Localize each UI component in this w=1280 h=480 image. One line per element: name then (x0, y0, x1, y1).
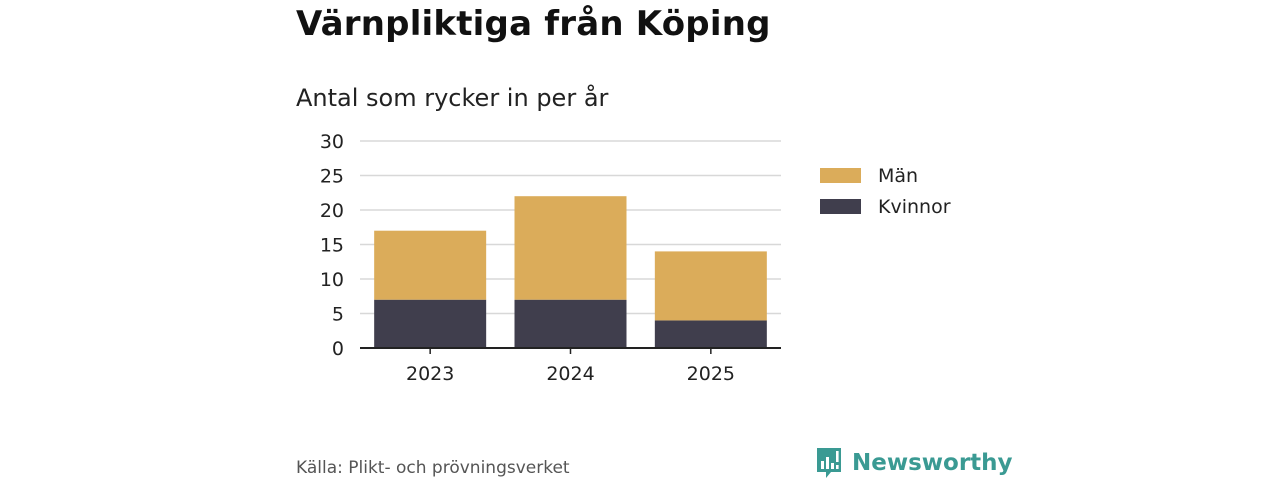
y-tick-label: 15 (320, 235, 344, 257)
y-tick-label: 0 (332, 338, 344, 360)
chart-title: Värnpliktiga från Köping (296, 4, 771, 44)
x-tick-label: 2025 (687, 363, 735, 385)
bar-m-n (374, 230, 487, 300)
legend-label-man: Män (878, 164, 919, 187)
y-tick-label: 30 (320, 131, 344, 153)
legend-swatch-man (820, 168, 861, 183)
source-note: Källa: Plikt- och prövningsverket (296, 458, 570, 478)
newsworthy-logo-icon (817, 448, 841, 478)
legend-item-man: Män (820, 160, 951, 191)
x-tick-label: 2024 (546, 363, 594, 385)
x-tick-label: 2023 (406, 363, 454, 385)
bar-kvinnor (654, 320, 767, 348)
brand-name: Newsworthy (852, 450, 1013, 476)
legend: Män Kvinnor (820, 160, 951, 222)
chart-subtitle: Antal som rycker in per år (296, 84, 609, 112)
bar-m-n (514, 196, 627, 300)
legend-label-kvinnor: Kvinnor (878, 195, 951, 218)
brand[interactable]: Newsworthy (815, 446, 1013, 480)
legend-item-kvinnor: Kvinnor (820, 191, 951, 222)
y-tick-label: 10 (320, 269, 344, 291)
bar-kvinnor (374, 299, 487, 348)
y-tick-label: 25 (320, 166, 344, 188)
bar-m-n (654, 251, 767, 321)
bar-kvinnor (514, 299, 627, 348)
y-tick-label: 20 (320, 200, 344, 222)
y-tick-label: 5 (332, 304, 344, 326)
legend-swatch-kvinnor (820, 199, 861, 214)
